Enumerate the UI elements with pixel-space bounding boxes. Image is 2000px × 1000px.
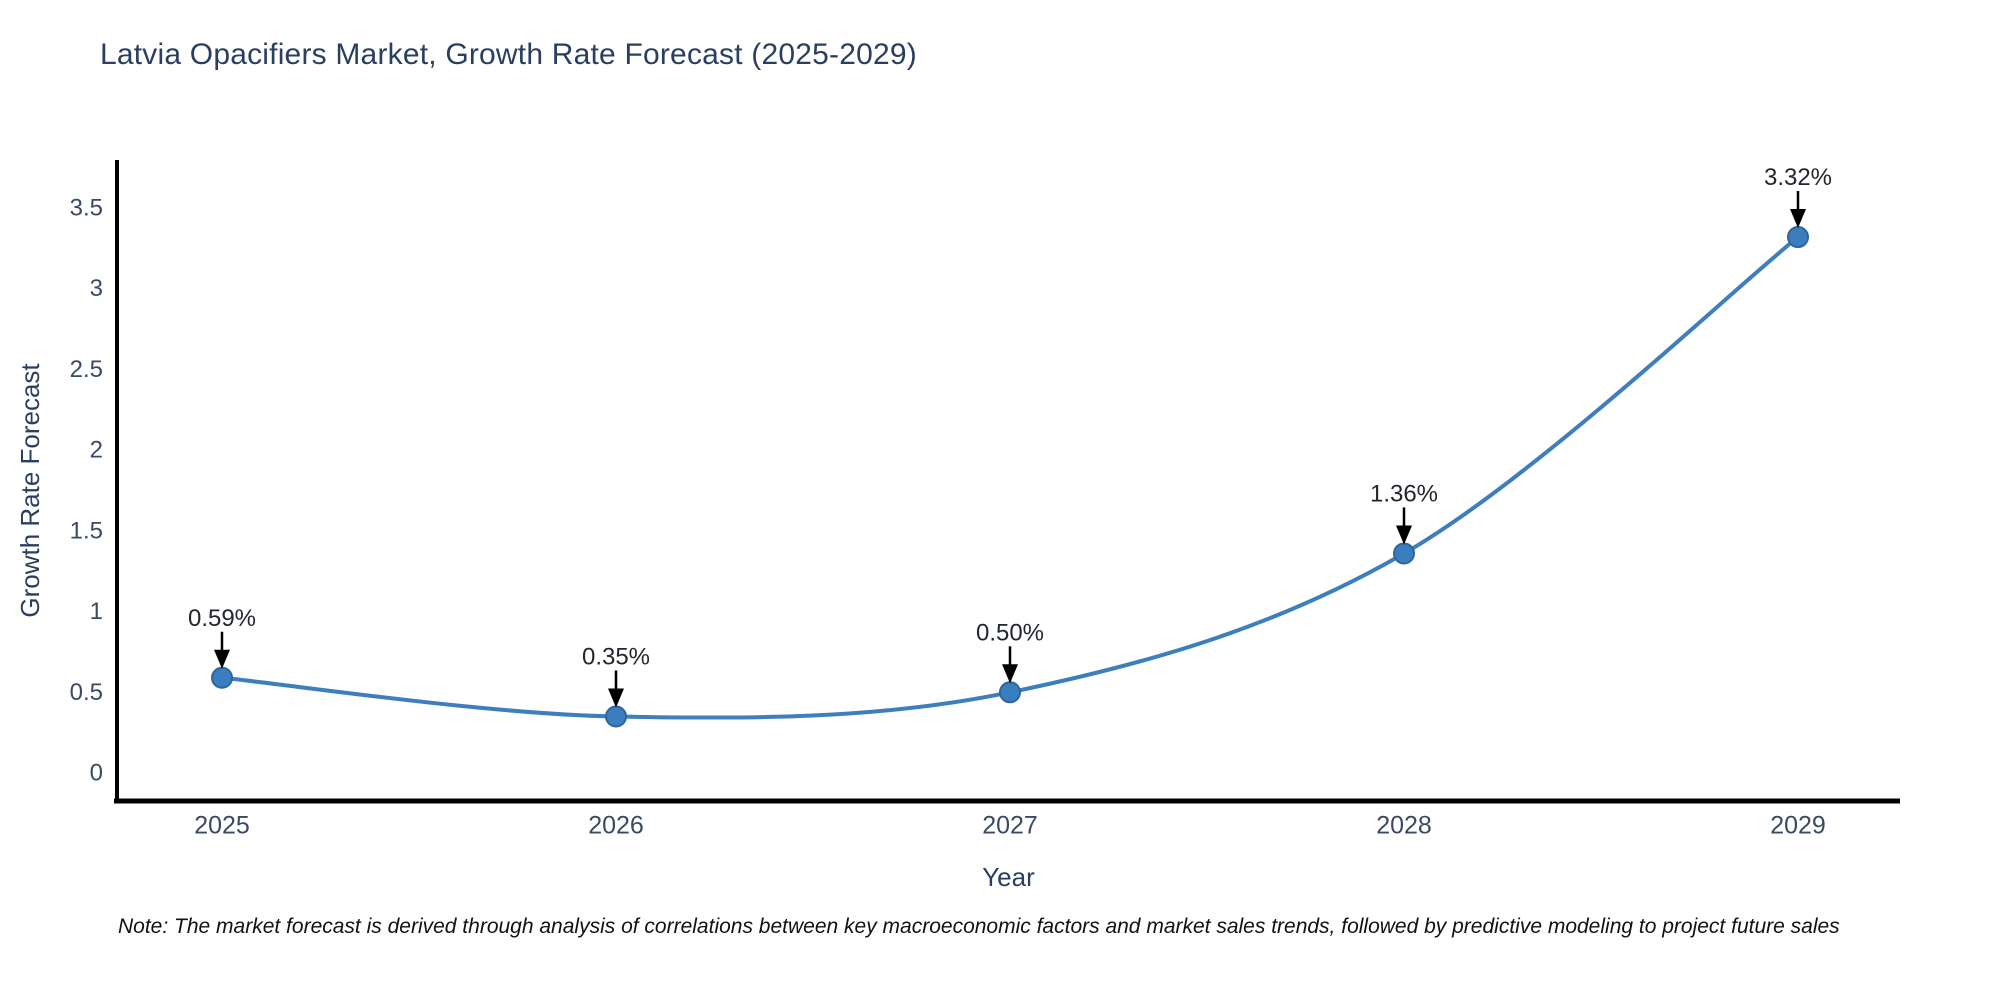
annotation-label: 0.50% [976,619,1044,646]
y-tick-label: 1.5 [70,517,103,544]
x-axis-title: Year [982,862,1035,892]
footnote-container: Note: The market forecast is derived thr… [0,915,2000,957]
x-tick-label: 2025 [194,812,250,840]
annotation-label: 1.36% [1370,480,1438,507]
y-tick-label: 1 [90,598,103,625]
annotation-arrowhead-icon [608,688,624,708]
data-point-marker [211,666,233,689]
annotation-arrowhead-icon [1002,664,1018,684]
x-tick-label: 2028 [1376,812,1432,840]
annotation-label: 0.35% [582,643,650,670]
y-tick-label: 2.5 [70,356,103,383]
footnote-text: Note: The market forecast is derived thr… [118,915,1840,938]
annotations-group: 0.59% 0.35% 0.50% 1.36% 3.32% [188,164,1832,708]
x-tick-label: 2026 [588,812,644,840]
series-group [211,226,1809,728]
y-tick-label: 3 [90,275,103,302]
x-tick-labels: 2025 2026 2027 2028 2029 [194,812,1826,840]
annotation-arrowhead-icon [1396,525,1412,545]
y-tick-label: 2 [90,437,103,464]
annotation-label: 3.32% [1764,164,1832,191]
data-point-marker [605,705,627,728]
y-tick-label: 0 [90,760,103,787]
data-point-marker [1393,542,1415,565]
y-tick-labels: 0 0.5 1 1.5 2 2.5 3 3.5 [70,194,103,786]
series-line [220,235,1800,720]
annotation-arrowhead-icon [214,649,230,669]
y-axis-title: Growth Rate Forecast [15,363,45,618]
axis-titles-group: Growth Rate Forecast Year [15,363,1035,892]
y-tick-label: 0.5 [70,679,103,706]
annotation-arrowhead-icon [1790,209,1806,229]
chart-title: Latvia Opacifiers Market, Growth Rate Fo… [100,38,917,71]
x-tick-label: 2029 [1770,812,1826,840]
data-point-marker [999,681,1021,704]
data-point-marker [1787,226,1809,249]
x-tick-label: 2027 [982,812,1038,840]
axes-group [114,160,1900,804]
annotation-label: 0.59% [188,605,256,632]
y-tick-label: 3.5 [70,194,103,221]
